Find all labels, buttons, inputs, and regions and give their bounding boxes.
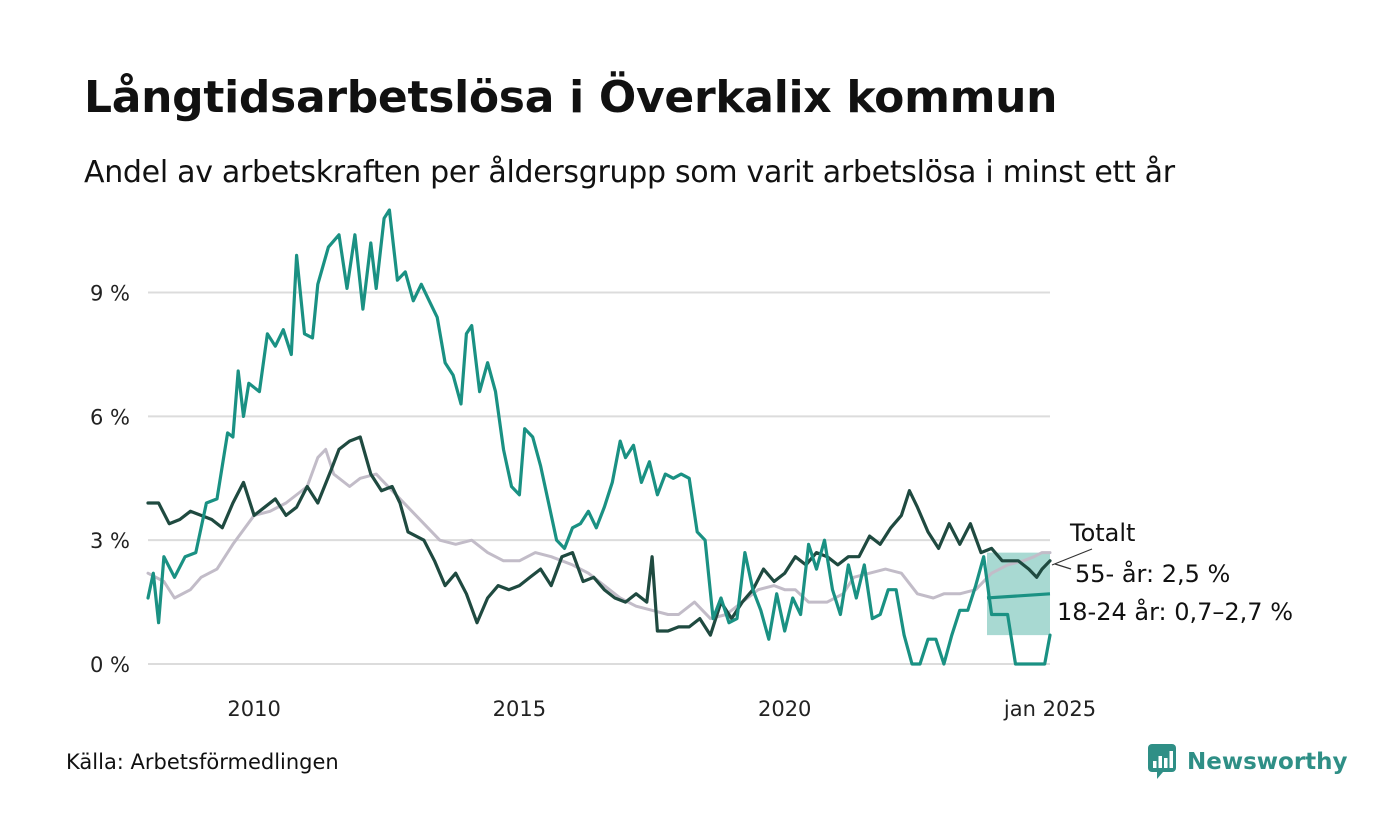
series-line-age1824 [146,208,1052,666]
x-tick-label: 2015 [493,697,546,721]
totalt-leader-line [1051,548,1093,566]
chart-title: Långtidsarbetslösa i Överkalix kommun [84,72,1058,123]
y-tick-label: 0 % [90,653,130,677]
brand-name: Newsworthy [1187,749,1348,775]
source-note: Källa: Arbetsförmedlingen [66,750,339,774]
series-line-total [146,447,1052,621]
age55-label: 55- år: 2,5 % [1075,559,1230,588]
totalt-label: Totalt [1069,519,1135,547]
x-tick-label: 2010 [227,697,280,721]
series-lines [146,208,1052,666]
series-line-age55 [146,435,1052,637]
y-tick-label: 9 % [90,282,130,306]
chart-subtitle: Andel av arbetskraften per åldersgrupp s… [84,155,1175,190]
age1824-label: 18-24 år: 0,7–2,7 % [1057,597,1293,626]
age1824-estimate-line [986,592,1051,600]
gridlines [148,291,1050,665]
x-tick-label: 2020 [758,697,811,721]
y-axis-ticks: 0 % 3 % 6 % 9 % [90,282,130,677]
newsworthy-logo-icon [1148,744,1176,779]
brand-logo: Newsworthy [1147,743,1348,781]
series-labels: Totalt 55- år: 2,5 % 18-24 år: 0,7–2,7 % [1051,519,1293,626]
x-tick-label: jan 2025 [1003,697,1096,721]
y-tick-label: 6 % [90,405,130,429]
y-tick-label: 3 % [90,529,130,553]
x-axis-ticks: 2010 2015 2020 jan 2025 [227,697,1096,721]
age55-leader-line [1054,563,1072,570]
